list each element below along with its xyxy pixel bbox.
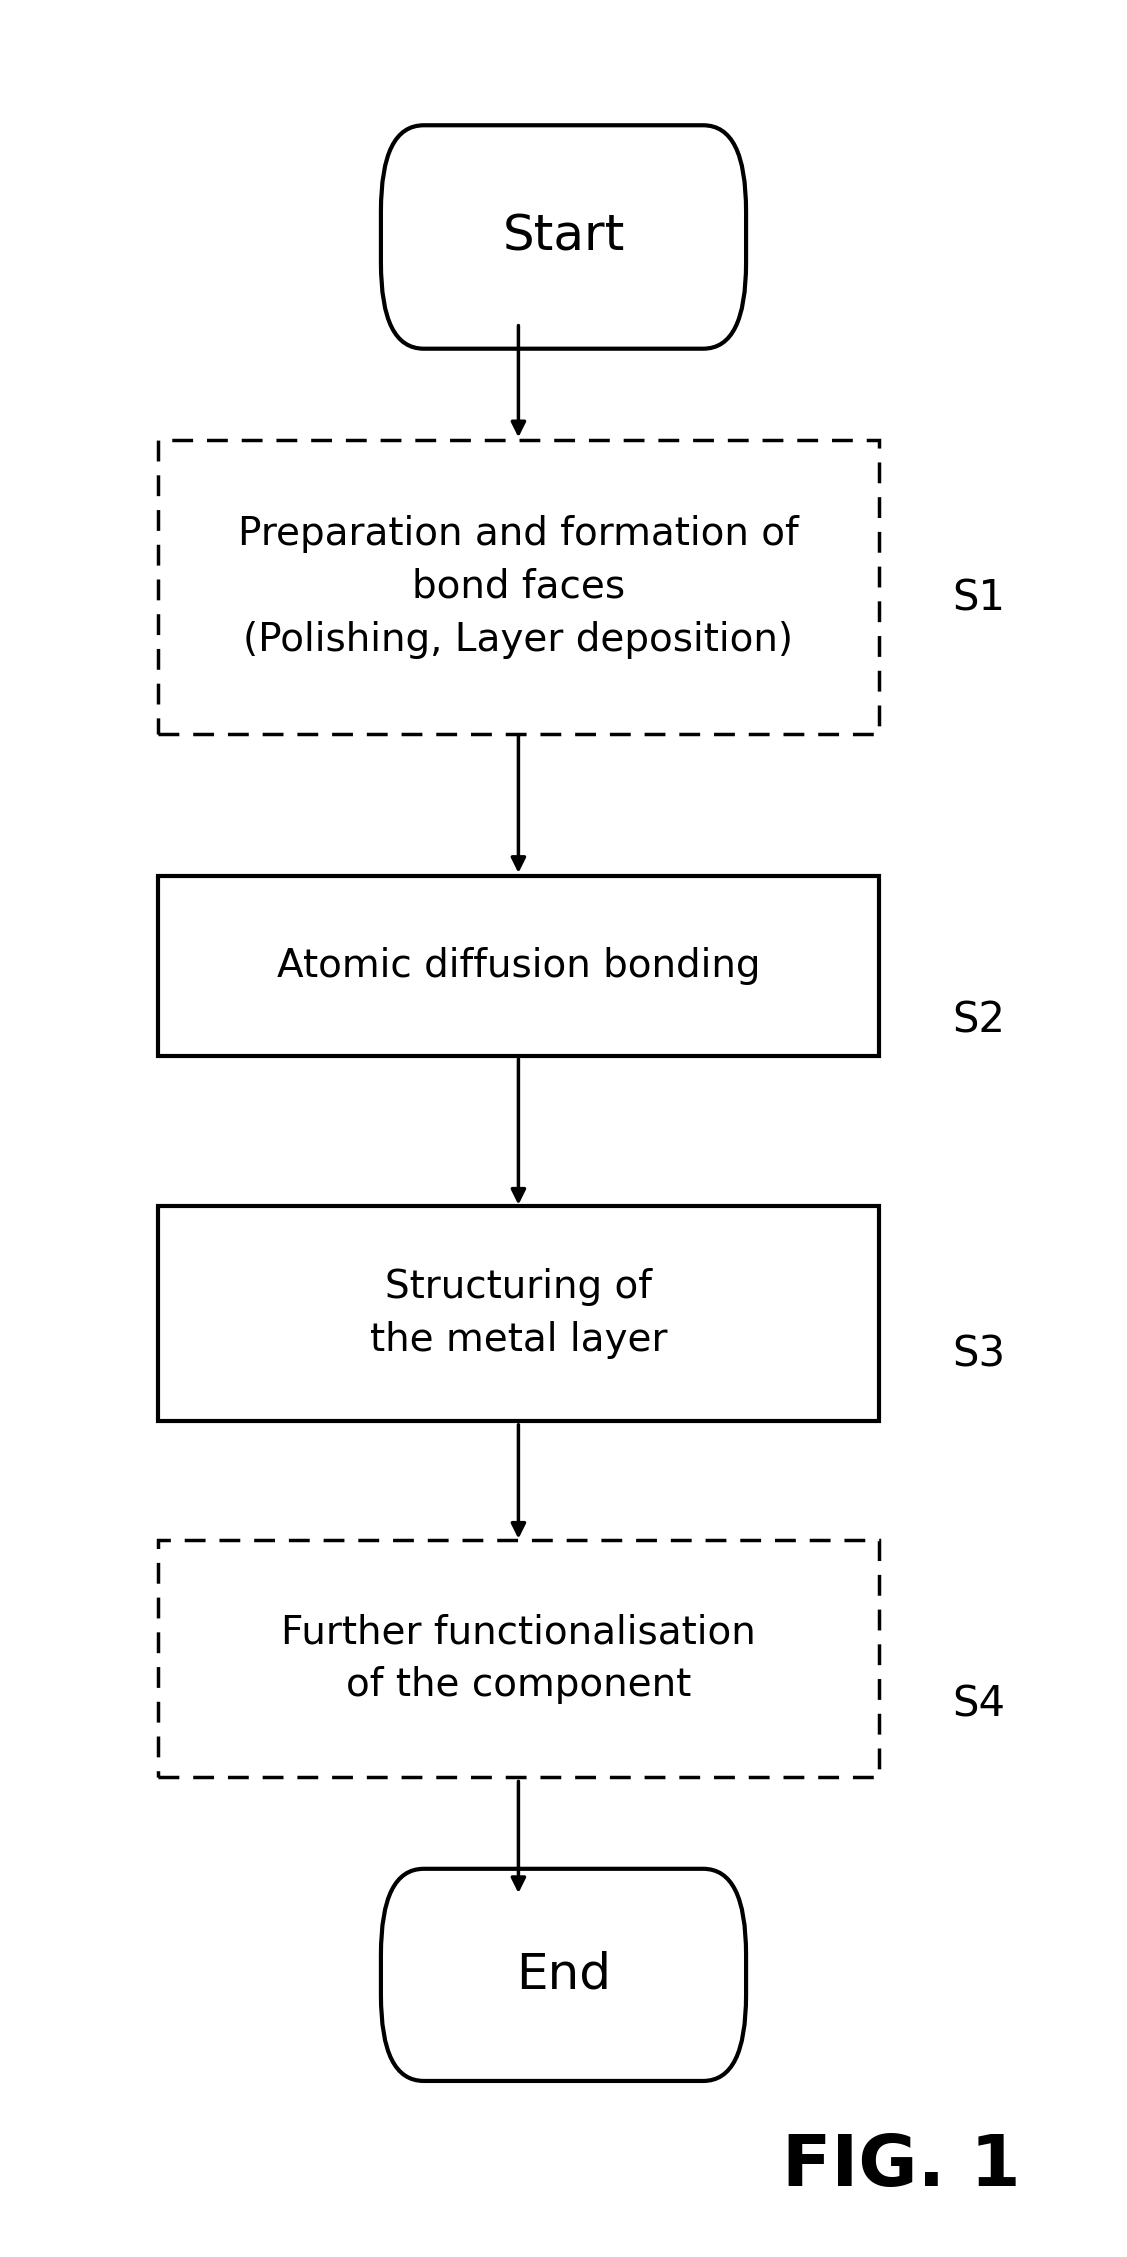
Text: Atomic diffusion bonding: Atomic diffusion bonding (276, 948, 761, 984)
Bar (158, 876, 879, 1056)
Text: Preparation and formation of
bond faces
(Polishing, Layer deposition): Preparation and formation of bond faces … (238, 515, 799, 659)
Text: Further functionalisation
of the component: Further functionalisation of the compone… (281, 1614, 756, 1704)
Text: Structuring of
the metal layer: Structuring of the metal layer (370, 1268, 667, 1359)
Bar (158, 1205, 879, 1422)
Text: S4: S4 (952, 1684, 1005, 1724)
Text: Start: Start (503, 212, 624, 262)
FancyBboxPatch shape (381, 1869, 746, 2081)
Bar (158, 1539, 879, 1779)
FancyBboxPatch shape (381, 124, 746, 348)
Text: S2: S2 (952, 1000, 1005, 1040)
Text: FIG. 1: FIG. 1 (782, 2133, 1021, 2201)
Text: S3: S3 (952, 1334, 1005, 1375)
Text: End: End (516, 1950, 611, 2000)
Text: S1: S1 (952, 578, 1005, 618)
Bar (158, 440, 879, 734)
